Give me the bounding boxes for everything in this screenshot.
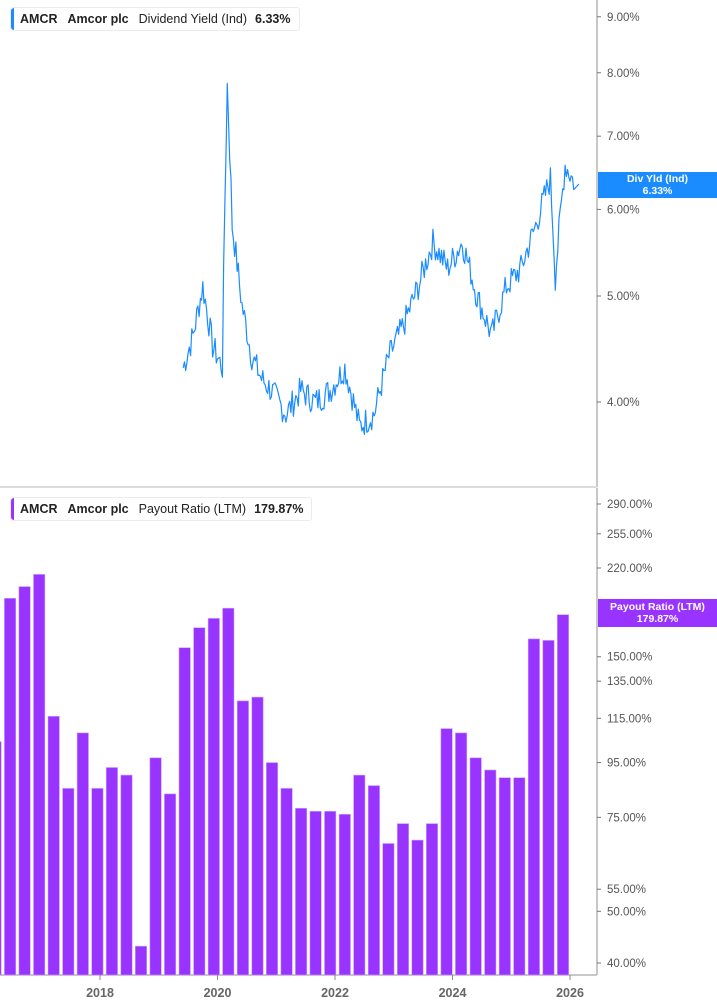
payout-bar[interactable] bbox=[396, 823, 409, 976]
tag-label: Payout Ratio (LTM) bbox=[610, 601, 705, 613]
y-tick-label: 9.00% bbox=[607, 12, 640, 24]
payout-bar[interactable] bbox=[295, 807, 308, 976]
y-tick-label: 115.00% bbox=[607, 713, 652, 725]
payout-bar[interactable] bbox=[324, 810, 337, 976]
panel-divider[interactable] bbox=[0, 486, 597, 488]
y-tick-label: 4.00% bbox=[607, 397, 640, 409]
payout-bar[interactable] bbox=[0, 741, 2, 976]
y-tick-label: 55.00% bbox=[607, 884, 646, 896]
payout-bar[interactable] bbox=[556, 614, 569, 976]
dividend-yield-legend[interactable]: AMCR Amcor plc Dividend Yield (Ind) 6.33… bbox=[10, 7, 300, 31]
payout-ratio-chart[interactable]: 290.00% 255.00% 220.00% 150.00% 135.00% 115.0… bbox=[0, 488, 717, 1005]
y-tick-label: 220.00% bbox=[607, 563, 652, 575]
payout-bar[interactable] bbox=[542, 640, 555, 976]
legend-company-name: Amcor plc bbox=[67, 502, 129, 516]
y-tick-label: 255.00% bbox=[607, 529, 652, 541]
payout-bar[interactable] bbox=[105, 767, 118, 976]
y-tick-label: 5.00% bbox=[607, 291, 640, 303]
payout-bar[interactable] bbox=[425, 823, 438, 976]
y-tick-label: 40.00% bbox=[607, 958, 646, 970]
payout-bar[interactable] bbox=[91, 788, 104, 976]
dividend-yield-price-tag: Div Yld (Ind) 6.33% bbox=[598, 172, 717, 198]
payout-ratio-panel: 290.00% 255.00% 220.00% 150.00% 135.00% 115.0… bbox=[0, 488, 717, 1005]
payout-bar[interactable] bbox=[353, 774, 366, 976]
legend-color-swatch bbox=[11, 498, 14, 520]
payout-bar[interactable] bbox=[120, 774, 133, 976]
y-tick-label: 150.00% bbox=[607, 652, 652, 664]
payout-bar[interactable] bbox=[469, 757, 482, 976]
legend-value: 179.87% bbox=[254, 502, 304, 516]
payout-ratio-price-tag: Payout Ratio (LTM) 179.87% bbox=[598, 599, 717, 627]
x-tick-label: 2020 bbox=[204, 986, 232, 1000]
legend-value: 6.33% bbox=[255, 12, 291, 26]
payout-bar[interactable] bbox=[33, 574, 46, 976]
payout-bar[interactable] bbox=[513, 777, 526, 976]
payout-bar[interactable] bbox=[280, 788, 293, 976]
payout-bar[interactable] bbox=[4, 598, 17, 976]
y-tick-label: 75.00% bbox=[607, 812, 646, 824]
payout-bar[interactable] bbox=[498, 777, 511, 976]
x-tick-label: 2022 bbox=[321, 986, 349, 1000]
payout-bar[interactable] bbox=[367, 785, 380, 976]
payout-bar[interactable] bbox=[47, 716, 60, 976]
payout-bar[interactable] bbox=[76, 732, 89, 976]
payout-bar[interactable] bbox=[135, 945, 148, 976]
payout-bar[interactable] bbox=[178, 647, 191, 976]
payout-bar[interactable] bbox=[484, 769, 497, 976]
y-tick-label: 290.00% bbox=[607, 499, 652, 511]
dividend-yield-panel: 4.00% 5.00% 6.00% 7.00% 8.00% 9.00% AMCR Amco… bbox=[0, 0, 717, 487]
payout-bar[interactable] bbox=[411, 839, 424, 976]
legend-ticker: AMCR bbox=[20, 502, 58, 516]
payout-bar[interactable] bbox=[251, 696, 264, 976]
payout-bar[interactable] bbox=[527, 638, 540, 976]
payout-bar[interactable] bbox=[164, 793, 177, 976]
legend-metric: Dividend Yield (Ind) bbox=[138, 12, 248, 26]
payout-bar[interactable] bbox=[236, 700, 249, 976]
dividend-yield-chart[interactable]: 4.00% 5.00% 6.00% 7.00% 8.00% 9.00% bbox=[0, 0, 717, 487]
x-tick-label: 2024 bbox=[439, 986, 467, 1000]
legend-color-swatch bbox=[11, 8, 14, 30]
x-tick-label: 2026 bbox=[556, 986, 584, 1000]
payout-bar[interactable] bbox=[149, 757, 162, 976]
dividend-yield-line bbox=[182, 82, 580, 435]
payout-bar[interactable] bbox=[309, 810, 322, 976]
tag-value: 179.87% bbox=[636, 613, 679, 625]
payout-bar[interactable] bbox=[18, 586, 31, 976]
payout-bar[interactable] bbox=[382, 843, 395, 976]
payout-bar[interactable] bbox=[265, 762, 278, 976]
y-tick-label: 95.00% bbox=[607, 758, 646, 770]
tag-value: 6.33% bbox=[642, 185, 673, 197]
y-tick-label: 50.00% bbox=[607, 906, 646, 918]
payout-bar[interactable] bbox=[207, 618, 220, 976]
y-tick-label: 7.00% bbox=[607, 131, 640, 143]
payout-bar[interactable] bbox=[222, 607, 235, 976]
payout-bar[interactable] bbox=[338, 813, 351, 976]
legend-company-name: Amcor plc bbox=[67, 12, 129, 26]
tag-label: Div Yld (Ind) bbox=[626, 173, 689, 185]
payout-bar[interactable] bbox=[62, 788, 75, 976]
payout-bar[interactable] bbox=[440, 728, 453, 976]
x-tick-label: 2018 bbox=[86, 986, 114, 1000]
payout-bar[interactable] bbox=[455, 732, 468, 976]
payout-ratio-legend[interactable]: AMCR Amcor plc Payout Ratio (LTM) 179.87… bbox=[10, 497, 313, 521]
y-tick-label: 6.00% bbox=[607, 204, 640, 216]
legend-ticker: AMCR bbox=[20, 12, 58, 26]
y-tick-label: 8.00% bbox=[607, 68, 640, 80]
y-tick-label: 135.00% bbox=[607, 676, 652, 688]
legend-metric: Payout Ratio (LTM) bbox=[138, 502, 247, 516]
payout-bar[interactable] bbox=[193, 627, 206, 976]
